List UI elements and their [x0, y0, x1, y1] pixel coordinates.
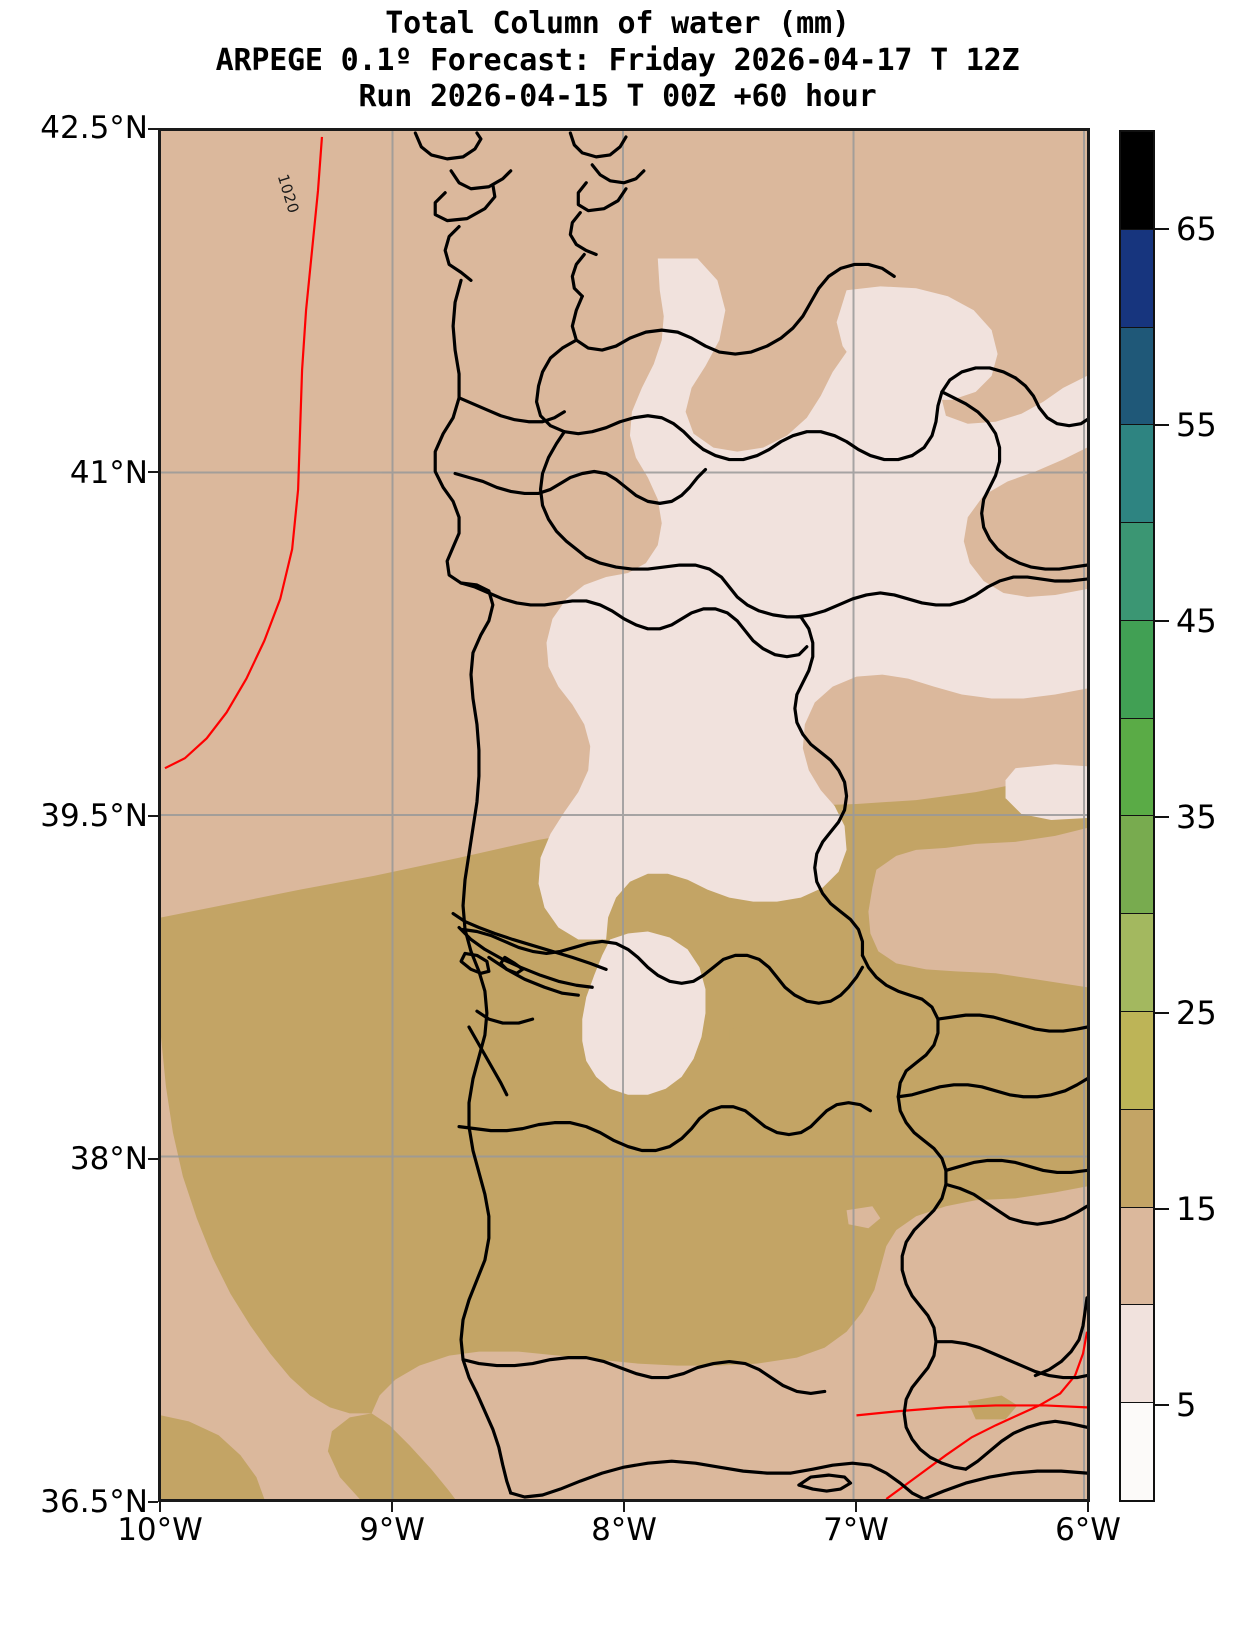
- colorbar[interactable]: [1119, 130, 1155, 1502]
- ytick-mark-38N: [148, 1158, 158, 1160]
- ytick-label-38N: 38°N: [69, 1141, 148, 1177]
- colorbar-tick-label-15: 15: [1176, 1190, 1217, 1228]
- ytick-mark-39-5N: [148, 815, 158, 817]
- ytick-label-41N: 41°N: [69, 455, 148, 491]
- colorbar-band-0-5: [1121, 1403, 1153, 1500]
- ytick-label-36-5N: 36.5°N: [40, 1484, 148, 1520]
- colorbar-tick-label-45: 45: [1176, 602, 1217, 640]
- forecast-subtitle: ARPEGE 0.1º Forecast: Friday 2026-04-17 …: [215, 42, 1020, 78]
- page-title: Total Column of water (mm): [385, 6, 850, 41]
- map-canvas: [161, 131, 1087, 1499]
- colorbar-band-60-65: [1121, 229, 1153, 328]
- colorbar-band-45-50: [1121, 523, 1153, 621]
- colorbar-tick-label-5: 5: [1176, 1386, 1197, 1424]
- colorbar-band-55-60: [1121, 327, 1153, 426]
- colorbar-tick-label-65: 65: [1176, 210, 1217, 248]
- colorbar-band-15-20: [1121, 1109, 1153, 1208]
- colorbar-band-25-30: [1121, 914, 1153, 1013]
- ytick-label-42-5N: 42.5°N: [40, 110, 148, 146]
- ytick-mark-41N: [148, 471, 158, 473]
- colorbar-band-35-40: [1121, 718, 1153, 817]
- model-run-subtitle: Run 2026-04-15 T 00Z +60 hour: [358, 79, 877, 115]
- xtick-mark-6W: [1087, 1502, 1089, 1512]
- colorbar-band-30-35: [1121, 816, 1153, 915]
- colorbar-tick-label-25: 25: [1176, 994, 1217, 1032]
- colorbar-tick-mark-45: [1155, 620, 1169, 622]
- colorbar-band-20-25: [1121, 1012, 1153, 1110]
- colorbar-band-40-45: [1121, 620, 1153, 719]
- xtick-label-10W: 10°W: [117, 1512, 203, 1548]
- colorbar-tick-mark-55: [1155, 424, 1169, 426]
- colorbar-band-65-70: [1121, 132, 1153, 230]
- colorbar-tick-label-55: 55: [1176, 406, 1217, 444]
- fill-micro-polygons: [427, 547, 1018, 1420]
- colorbar-band-50-55: [1121, 425, 1153, 524]
- colorbar-tick-label-35: 35: [1176, 798, 1217, 836]
- fill-band-5-10: [538, 258, 1087, 1095]
- colorbar-tick-mark-5: [1155, 1404, 1169, 1406]
- xtick-mark-9W: [391, 1502, 393, 1512]
- xtick-label-6W: 6°W: [1055, 1512, 1121, 1548]
- xtick-label-8W: 8°W: [591, 1512, 657, 1548]
- forecast-map-plot[interactable]: [158, 128, 1090, 1502]
- pressure-contour-1020: [164, 136, 1087, 1499]
- map-gridlines: [161, 131, 1087, 1499]
- ytick-label-39-5N: 39.5°N: [40, 798, 148, 834]
- xtick-mark-10W: [159, 1502, 161, 1512]
- colorbar-tick-mark-25: [1155, 1012, 1169, 1014]
- colorbar-tick-mark-15: [1155, 1208, 1169, 1210]
- colorbar-band-5-10: [1121, 1305, 1153, 1404]
- xtick-mark-7W: [855, 1502, 857, 1512]
- chart-title-block: Total Column of water (mm) ARPEGE 0.1º F…: [0, 6, 1235, 116]
- xtick-label-9W: 9°W: [359, 1512, 425, 1548]
- colorbar-tick-mark-65: [1155, 228, 1169, 230]
- ytick-mark-42-5N: [148, 128, 158, 130]
- xtick-label-7W: 7°W: [823, 1512, 889, 1548]
- ytick-mark-36-5N: [148, 1501, 158, 1503]
- colorbar-tick-mark-35: [1155, 816, 1169, 818]
- colorbar-band-10-15: [1121, 1207, 1153, 1306]
- xtick-mark-8W: [623, 1502, 625, 1512]
- map-coastline-and-borders: [413, 131, 1087, 1499]
